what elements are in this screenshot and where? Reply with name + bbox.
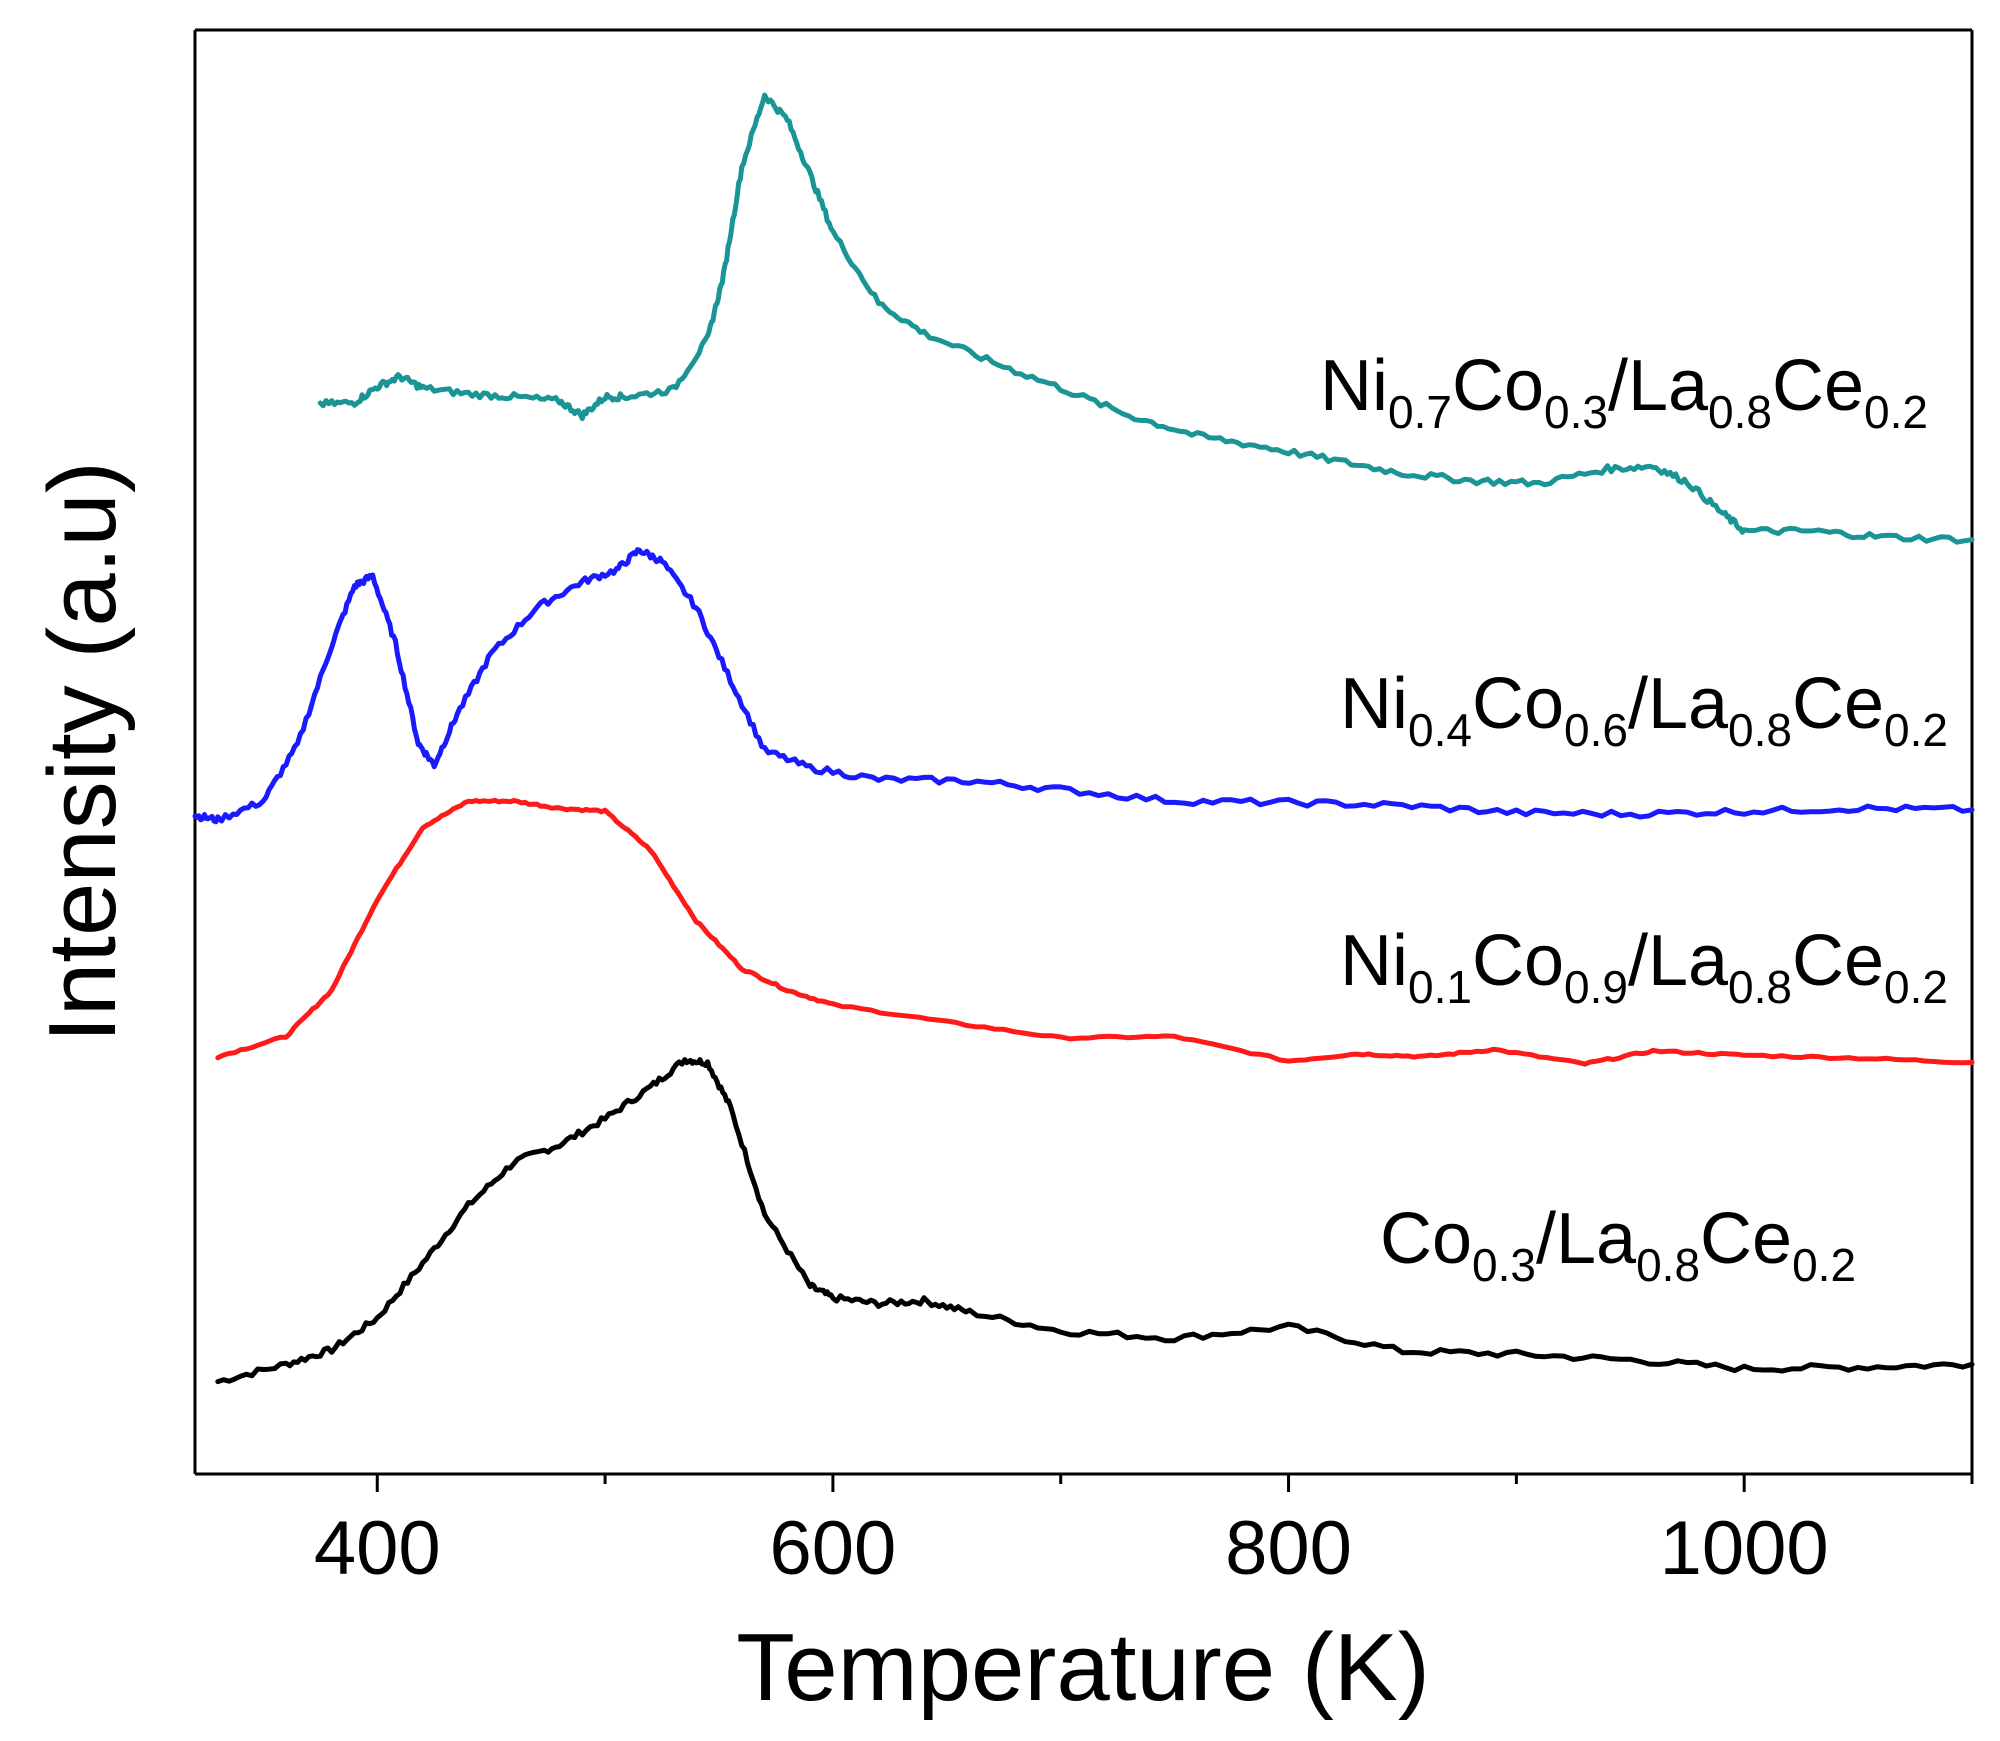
label-subscript: 0.3 xyxy=(1472,1239,1536,1291)
label-subscript: 0.2 xyxy=(1884,704,1948,756)
label-text: /La xyxy=(1628,664,1729,744)
label-text: Co xyxy=(1472,664,1564,744)
label-text: Ni xyxy=(1340,921,1408,1001)
label-subscript: 0.8 xyxy=(1636,1239,1700,1291)
label-text: Ni xyxy=(1320,346,1388,426)
label-subscript: 0.8 xyxy=(1728,704,1792,756)
label-subscript: 0.2 xyxy=(1864,386,1928,438)
series-group xyxy=(192,92,1975,1385)
series-label-1: Ni0.1Co0.9/La0.8Ce0.2 xyxy=(1340,921,1948,1013)
label-subscript: 0.2 xyxy=(1792,1239,1856,1291)
label-text: Co xyxy=(1472,921,1564,1001)
label-text: Co xyxy=(1452,346,1544,426)
label-subscript: 0.7 xyxy=(1388,386,1452,438)
x-tick-label: 600 xyxy=(769,1506,896,1591)
x-tick-label: 400 xyxy=(314,1506,441,1591)
label-subscript: 0.8 xyxy=(1708,386,1772,438)
label-subscript: 0.3 xyxy=(1544,386,1608,438)
x-ticks: 400 600 800 1000 xyxy=(314,1474,1974,1591)
label-text: Ni xyxy=(1340,664,1408,744)
label-text: Ce xyxy=(1772,346,1864,426)
label-text: /La xyxy=(1608,346,1709,426)
label-text: Ce xyxy=(1792,921,1884,1001)
label-text: /La xyxy=(1628,921,1729,1001)
plot-frame xyxy=(193,28,1974,1476)
x-axis-title: Temperature (K) xyxy=(736,1614,1430,1721)
label-text: /La xyxy=(1536,1199,1637,1279)
label-text: Ce xyxy=(1792,664,1884,744)
label-subscript: 0.1 xyxy=(1408,961,1472,1013)
label-subscript: 0.8 xyxy=(1728,961,1792,1013)
label-text: Co xyxy=(1380,1199,1472,1279)
series-label-0: Co0.3/La0.8Ce0.2 xyxy=(1380,1199,1856,1291)
series-label-2: Ni0.4Co0.6/La0.8Ce0.2 xyxy=(1340,664,1948,756)
label-subscript: 0.6 xyxy=(1564,704,1628,756)
label-subscript: 0.9 xyxy=(1564,961,1628,1013)
series-line-1 xyxy=(215,797,1975,1067)
series-line-3 xyxy=(317,92,1975,545)
label-subscript: 0.2 xyxy=(1884,961,1948,1013)
series-line-0 xyxy=(215,1057,1975,1385)
x-tick-label: 1000 xyxy=(1660,1506,1829,1591)
series-line-2 xyxy=(192,547,1975,825)
y-axis-title: Intensity (a.u) xyxy=(29,461,136,1043)
x-tick-label: 800 xyxy=(1225,1506,1352,1591)
series-labels: Co0.3/La0.8Ce0.2Ni0.1Co0.9/La0.8Ce0.2Ni0… xyxy=(1320,346,1948,1291)
label-text: Ce xyxy=(1700,1199,1792,1279)
series-label-3: Ni0.7Co0.3/La0.8Ce0.2 xyxy=(1320,346,1928,438)
label-subscript: 0.4 xyxy=(1408,704,1472,756)
